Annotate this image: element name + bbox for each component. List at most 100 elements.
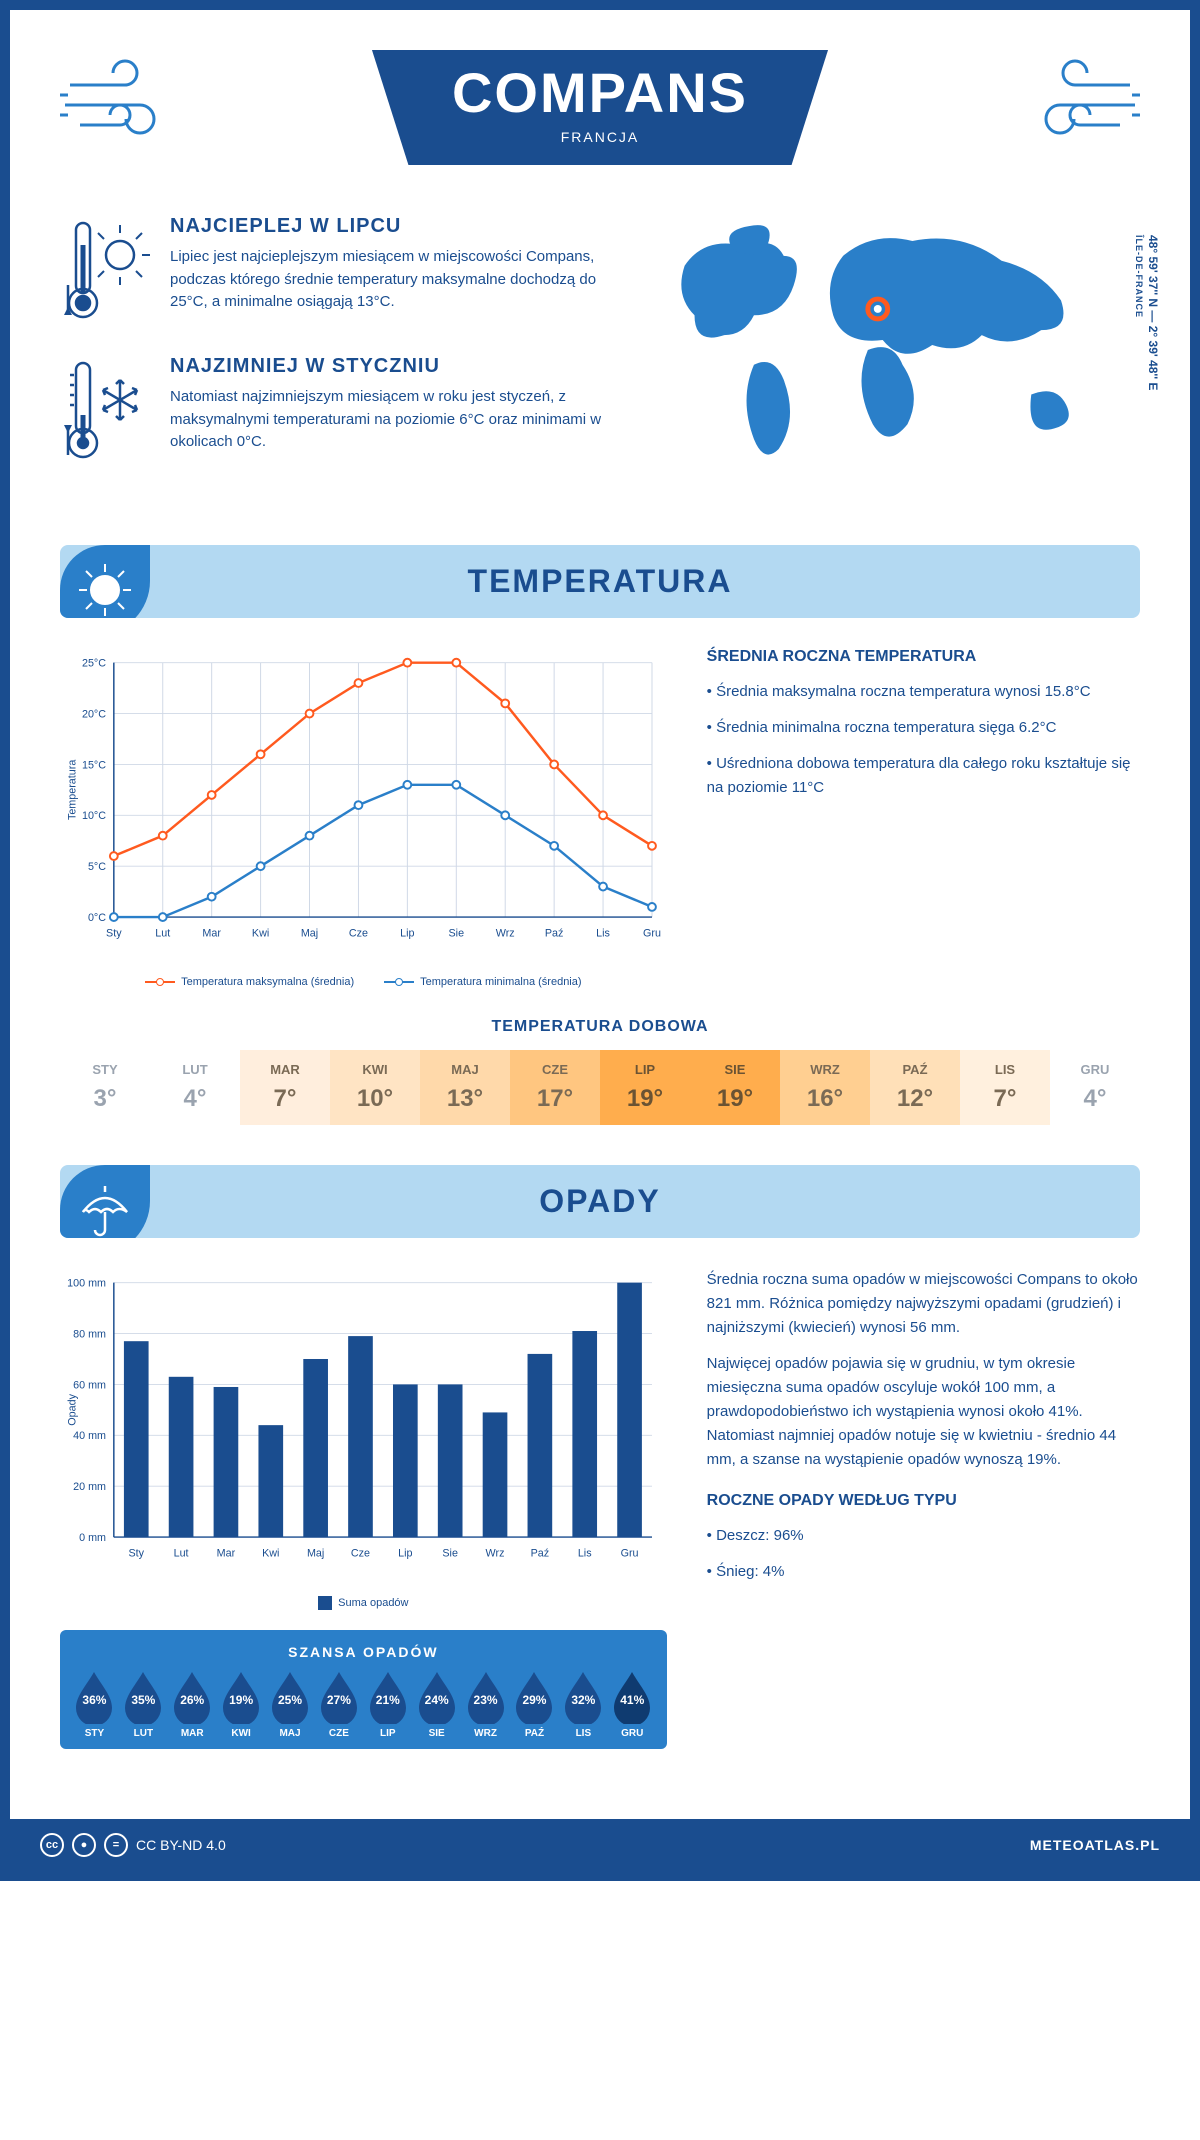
rain-chance-drop: 19% KWI (217, 1670, 266, 1739)
warmest-title: NAJCIEPLEJ W LIPCU (170, 215, 605, 238)
svg-text:Paź: Paź (531, 1548, 550, 1560)
sun-icon (60, 545, 150, 618)
intro-text: NAJCIEPLEJ W LIPCU Lipiec jest najcieple… (60, 215, 605, 495)
daily-temp-cell: KWI10° (330, 1050, 420, 1125)
svg-text:Mar: Mar (202, 928, 221, 940)
svg-text:Cze: Cze (349, 928, 368, 940)
location-title: COMPANS (452, 60, 748, 125)
daily-temp-cell: LUT4° (150, 1050, 240, 1125)
coldest-title: NAJZIMNIEJ W STYCZNIU (170, 355, 605, 378)
rain-chance-drop: 27% CZE (314, 1670, 363, 1739)
thermometer-snow-icon (60, 355, 150, 465)
svg-text:100 mm: 100 mm (67, 1278, 106, 1290)
svg-text:25°C: 25°C (82, 658, 106, 670)
precip-type-item: • Deszcz: 96% (707, 1524, 1140, 1548)
rain-chance-drop: 21% LIP (363, 1670, 412, 1739)
precipitation-banner: OPADY (60, 1165, 1140, 1238)
page: COMPANS FRANCJA (0, 0, 1200, 1881)
temperature-legend: Temperatura maksymalna (średnia)Temperat… (60, 976, 667, 988)
svg-text:Kwi: Kwi (262, 1548, 279, 1560)
rain-chance-drop: 36% STY (70, 1670, 119, 1739)
license-text: CC BY-ND 4.0 (136, 1837, 226, 1853)
thermometer-sun-icon (60, 215, 150, 325)
license: cc ● = CC BY-ND 4.0 (40, 1833, 226, 1857)
svg-text:Sty: Sty (106, 928, 122, 940)
header: COMPANS FRANCJA (60, 50, 1140, 165)
svg-text:Cze: Cze (351, 1548, 370, 1560)
svg-text:80 mm: 80 mm (73, 1329, 106, 1341)
by-icon: ● (72, 1833, 96, 1857)
precipitation-chart: 0 mm20 mm40 mm60 mm80 mm100 mmStyLutMarK… (60, 1268, 667, 1749)
warmest-block: NAJCIEPLEJ W LIPCU Lipiec jest najcieple… (60, 215, 605, 325)
svg-text:Gru: Gru (621, 1548, 639, 1560)
intro-row: NAJCIEPLEJ W LIPCU Lipiec jest najcieple… (60, 215, 1140, 495)
precipitation-title: OPADY (90, 1183, 1110, 1220)
svg-text:Maj: Maj (307, 1548, 324, 1560)
svg-text:Sie: Sie (442, 1548, 458, 1560)
daily-temp-cell: MAJ13° (420, 1050, 510, 1125)
svg-text:15°C: 15°C (82, 759, 106, 771)
precip-paragraph: Najwięcej opadów pojawia się w grudniu, … (707, 1352, 1140, 1472)
wind-icon (60, 50, 200, 150)
precip-paragraph: Średnia roczna suma opadów w miejscowośc… (707, 1268, 1140, 1340)
svg-text:Mar: Mar (217, 1548, 236, 1560)
svg-text:Maj: Maj (301, 928, 318, 940)
daily-temp-cell: LIS7° (960, 1050, 1050, 1125)
nd-icon: = (104, 1833, 128, 1857)
svg-text:Temperatura: Temperatura (67, 760, 79, 820)
svg-text:Wrz: Wrz (486, 1548, 505, 1560)
rain-chance-drop: 29% PAŹ (510, 1670, 559, 1739)
precip-legend-label: Suma opadów (338, 1597, 408, 1609)
daily-temp-cell: CZE17° (510, 1050, 600, 1125)
world-map-svg (645, 215, 1140, 475)
precip-type-item: • Śnieg: 4% (707, 1560, 1140, 1584)
temperature-banner: TEMPERATURA (60, 545, 1140, 618)
avg-annual-title: ŚREDNIA ROCZNA TEMPERATURA (707, 648, 1140, 666)
daily-temp-cell: WRZ16° (780, 1050, 870, 1125)
rain-chance-drop: 25% MAJ (266, 1670, 315, 1739)
svg-text:Lis: Lis (596, 928, 610, 940)
precipitation-summary: Średnia roczna suma opadów w miejscowośc… (707, 1268, 1140, 1749)
rain-chance-drop: 32% LIS (559, 1670, 608, 1739)
rain-chance-drop: 23% WRZ (461, 1670, 510, 1739)
temperature-title: TEMPERATURA (90, 563, 1110, 600)
precipitation-chart-row: 0 mm20 mm40 mm60 mm80 mm100 mmStyLutMarK… (60, 1268, 1140, 1749)
daily-temp-cell: LIP19° (600, 1050, 690, 1125)
precipitation-legend: Suma opadów (60, 1596, 667, 1610)
svg-text:0 mm: 0 mm (79, 1532, 106, 1544)
svg-text:0°C: 0°C (88, 912, 106, 924)
daily-temp-cell: STY3° (60, 1050, 150, 1125)
svg-text:10°C: 10°C (82, 810, 106, 822)
rain-chance-drop: 41% GRU (608, 1670, 657, 1739)
svg-text:Opady: Opady (67, 1394, 79, 1426)
svg-text:Sty: Sty (128, 1548, 144, 1560)
svg-text:Lut: Lut (155, 928, 170, 940)
country-label: FRANCJA (452, 129, 748, 145)
svg-text:Wrz: Wrz (496, 928, 515, 940)
svg-text:Paź: Paź (545, 928, 564, 940)
svg-text:Lip: Lip (398, 1548, 412, 1560)
summary-bullet: • Średnia maksymalna roczna temperatura … (707, 680, 1140, 704)
coldest-block: NAJZIMNIEJ W STYCZNIU Natomiast najzimni… (60, 355, 605, 465)
temperature-summary: ŚREDNIA ROCZNA TEMPERATURA • Średnia mak… (707, 648, 1140, 988)
rain-chance-title: SZANSA OPADÓW (70, 1644, 657, 1660)
coordinates: 48° 59' 37'' N — 2° 39' 48'' E ÎLE-DE-FR… (1132, 235, 1160, 390)
rain-chance-box: SZANSA OPADÓW 36% STY 35% LUT 26% MAR 19… (60, 1630, 667, 1749)
svg-text:20°C: 20°C (82, 708, 106, 720)
daily-temp-cell: MAR7° (240, 1050, 330, 1125)
title-banner: COMPANS FRANCJA (372, 50, 828, 165)
svg-text:Gru: Gru (643, 928, 661, 940)
daily-temp-title: TEMPERATURA DOBOWA (60, 1018, 1140, 1036)
rain-chance-drop: 26% MAR (168, 1670, 217, 1739)
coldest-text: Natomiast najzimniejszym miesiącem w rok… (170, 386, 605, 454)
warmest-text: Lipiec jest najcieplejszym miesiącem w m… (170, 246, 605, 314)
summary-bullet: • Średnia minimalna roczna temperatura s… (707, 716, 1140, 740)
daily-temp-cell: SIE19° (690, 1050, 780, 1125)
svg-text:Lis: Lis (578, 1548, 592, 1560)
svg-text:20 mm: 20 mm (73, 1481, 106, 1493)
svg-text:Kwi: Kwi (252, 928, 269, 940)
svg-text:Lip: Lip (400, 928, 414, 940)
summary-bullet: • Uśredniona dobowa temperatura dla całe… (707, 752, 1140, 800)
world-map: 48° 59' 37'' N — 2° 39' 48'' E ÎLE-DE-FR… (645, 215, 1140, 495)
daily-temp-row: STY3°LUT4°MAR7°KWI10°MAJ13°CZE17°LIP19°S… (60, 1050, 1140, 1125)
